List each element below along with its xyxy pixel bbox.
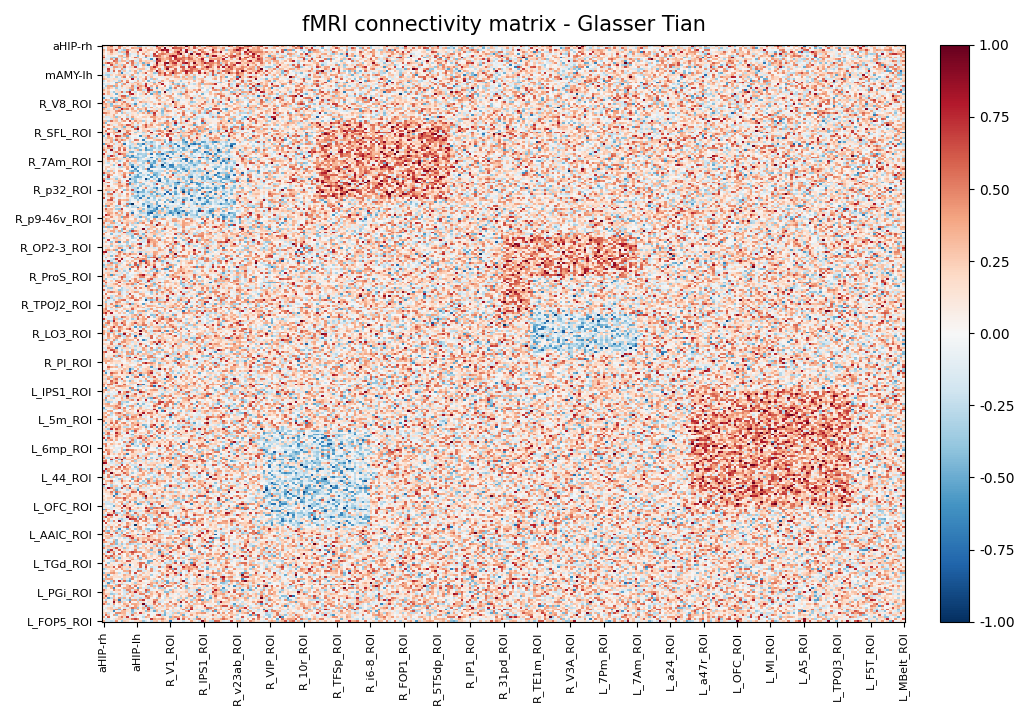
Title: fMRI connectivity matrix - Glasser Tian: fMRI connectivity matrix - Glasser Tian [301,15,706,35]
